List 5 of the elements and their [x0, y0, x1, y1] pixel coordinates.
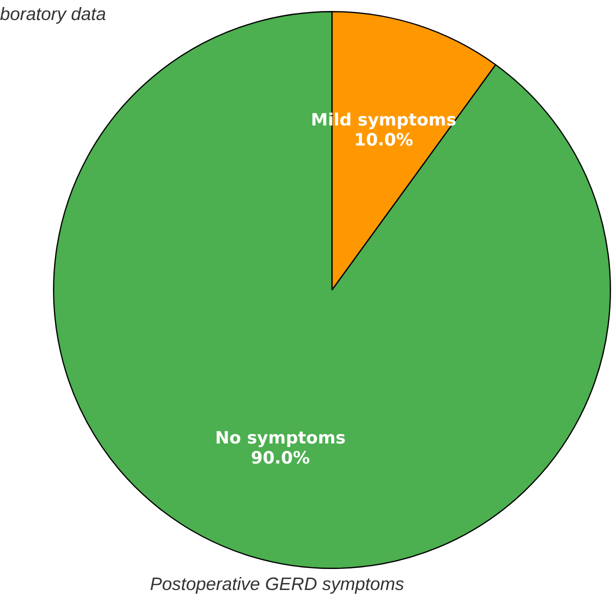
slice-label: No symptoms: [215, 428, 346, 448]
data-label: 90.0%: [250, 448, 310, 468]
data-label: 10.0%: [354, 130, 414, 151]
text: Postoperative GERD symptoms: [150, 574, 404, 595]
text: boratory data: [0, 4, 106, 25]
